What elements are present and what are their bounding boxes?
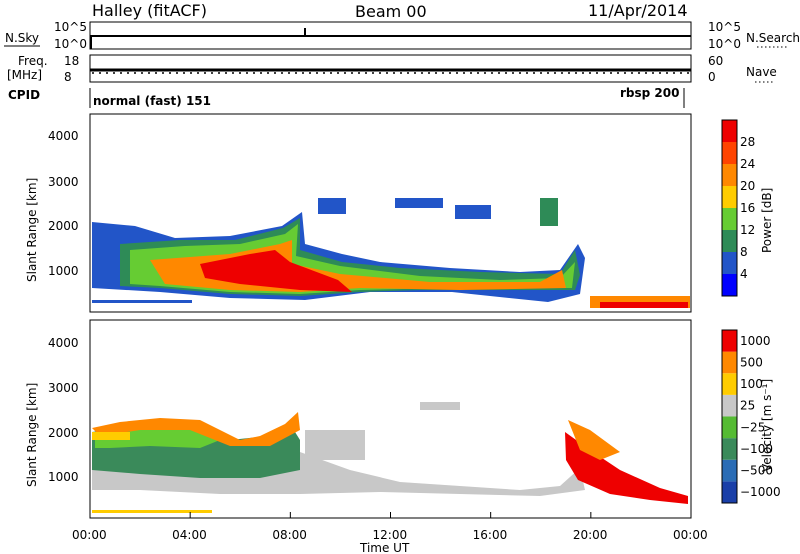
freq-unit: [MHz] — [7, 68, 42, 82]
velocity-colorbar-swatch — [722, 438, 737, 460]
velocity-ylabel: Slant Range [km] — [25, 383, 39, 487]
velocity-ytick-1000: 1000 — [48, 470, 79, 484]
power-patch-b — [318, 198, 346, 214]
velocity-echo-field — [92, 402, 688, 513]
time-axis-tick-label: 16:00 — [473, 528, 508, 542]
power-colorbar-swatch — [722, 120, 737, 142]
time-axis-tick-label: 12:00 — [373, 528, 408, 542]
velocity-lowrange-left — [92, 510, 212, 513]
power-colorbar-swatch — [722, 252, 737, 274]
nsky-tick-bottom: 10^0 — [54, 37, 87, 51]
nave-label: Nave — [746, 65, 777, 79]
date-title: 11/Apr/2014 — [588, 1, 688, 20]
cpid-left-text: normal (fast) 151 — [93, 94, 211, 108]
power-colorbar-label: Power [dB] — [760, 188, 774, 253]
velocity-lowrange-yellow — [92, 432, 130, 440]
velocity-colorbar-label: Velocity [m s⁻¹] — [760, 379, 774, 472]
time-axis-tick-label: 00:00 — [673, 528, 708, 542]
nave-tick-top: 60 — [708, 54, 723, 68]
velocity-colorbar-swatch — [722, 481, 737, 503]
power-ytick-4000: 4000 — [48, 129, 79, 143]
velocity-patch-b — [420, 402, 460, 410]
velocity-colorbar-swatch — [722, 416, 737, 439]
power-colorbar-swatch — [722, 230, 737, 252]
power-panel: 4000 3000 2000 1000 Slant Range [km] 282… — [25, 113, 774, 313]
velocity-colorbar: 1000 500 100 25 −25 −100 −500 −1000 — [721, 329, 781, 504]
power-patch-d — [540, 198, 558, 226]
power-ytick-1000: 1000 — [48, 264, 79, 278]
velocity-colorbar-swatch — [722, 459, 737, 482]
freq-tick-bottom: 8 — [64, 70, 72, 84]
velocity-colorbar-frame — [721, 329, 738, 504]
power-echo-field — [92, 198, 690, 308]
velocity-band-orange-right — [568, 420, 620, 460]
velocity-colorbar-swatch — [722, 373, 737, 395]
freq-tick-top: 18 — [64, 54, 79, 68]
velocity-colorbar-tick: 100 — [740, 377, 763, 391]
velocity-colorbar-tick: −25 — [740, 420, 765, 434]
power-ytick-2000: 2000 — [48, 219, 79, 233]
power-colorbar-swatch — [722, 164, 737, 186]
time-axis: 00:00 04:00 08:00 12:00 16:00 20:00 00:00 — [72, 512, 708, 542]
beam-title: Beam 00 — [355, 2, 427, 21]
nsky-label: N.Sky — [5, 31, 39, 45]
cpid-label: CPID — [8, 88, 40, 102]
velocity-colorbar-tick: 1000 — [740, 334, 771, 348]
station-title: Halley (fitACF) — [92, 1, 207, 20]
power-colorbar-frame — [721, 119, 738, 297]
freq-label: Freq. — [18, 54, 48, 68]
power-ylabel: Slant Range [km] — [25, 178, 39, 282]
velocity-colorbar-tick: −100 — [740, 442, 773, 456]
velocity-ytick-3000: 3000 — [48, 381, 79, 395]
power-colorbar-swatch — [722, 274, 737, 296]
power-colorbar-tick: 16 — [740, 201, 755, 215]
velocity-colorbar-tick: 500 — [740, 355, 763, 369]
nsearch-label: N.Search — [746, 31, 800, 45]
power-lowrange-left — [92, 300, 192, 303]
nsearch-tick-top: 10^5 — [708, 20, 741, 34]
power-patch-a — [455, 205, 491, 219]
power-colorbar-swatch — [722, 142, 737, 164]
velocity-colorbar-tick: 25 — [740, 399, 755, 413]
velocity-colorbar-swatch — [722, 330, 737, 352]
velocity-ytick-2000: 2000 — [48, 426, 79, 440]
nsearch-tick-bottom: 10^0 — [708, 37, 741, 51]
velocity-colorbar-tick: −1000 — [740, 485, 781, 499]
velocity-ytick-4000: 4000 — [48, 336, 79, 350]
power-colorbar-swatch — [722, 208, 737, 230]
power-ytick-3000: 3000 — [48, 175, 79, 189]
power-colorbar: 28 24 20 16 12 8 4 — [721, 119, 755, 297]
time-axis-tick-label: 08:00 — [272, 528, 307, 542]
velocity-colorbar-swatch — [722, 351, 737, 374]
power-lowrange-right-core — [600, 302, 688, 308]
power-colorbar-tick: 4 — [740, 267, 748, 281]
velocity-band-orange — [92, 412, 300, 446]
time-axis-tick-label: 04:00 — [172, 528, 207, 542]
velocity-colorbar-tick: −500 — [740, 464, 773, 478]
time-axis-label: Time UT — [359, 541, 410, 554]
time-axis-tick-label: 00:00 — [72, 528, 107, 542]
power-colorbar-tick: 20 — [740, 179, 755, 193]
power-colorbar-tick: 24 — [740, 157, 755, 171]
velocity-patch-a — [305, 430, 365, 460]
power-colorbar-swatch — [722, 186, 737, 208]
power-colorbar-tick: 8 — [740, 245, 748, 259]
velocity-colorbar-swatch — [722, 394, 737, 417]
cpid-right-text: rbsp 200 — [620, 86, 679, 100]
power-band-core — [200, 250, 352, 292]
power-panel-frame — [89, 113, 692, 313]
power-colorbar-tick: 28 — [740, 135, 755, 149]
velocity-band-gray — [92, 452, 585, 496]
power-patch-c — [395, 198, 443, 208]
velocity-panel: 4000 3000 2000 1000 Slant Range [km] 100… — [25, 319, 781, 519]
time-axis-tick-label: 20:00 — [573, 528, 608, 542]
power-colorbar-tick: 12 — [740, 223, 755, 237]
velocity-band-red — [565, 432, 688, 504]
nsky-tick-top: 10^5 — [54, 20, 87, 34]
nave-tick-bottom: 0 — [708, 70, 716, 84]
